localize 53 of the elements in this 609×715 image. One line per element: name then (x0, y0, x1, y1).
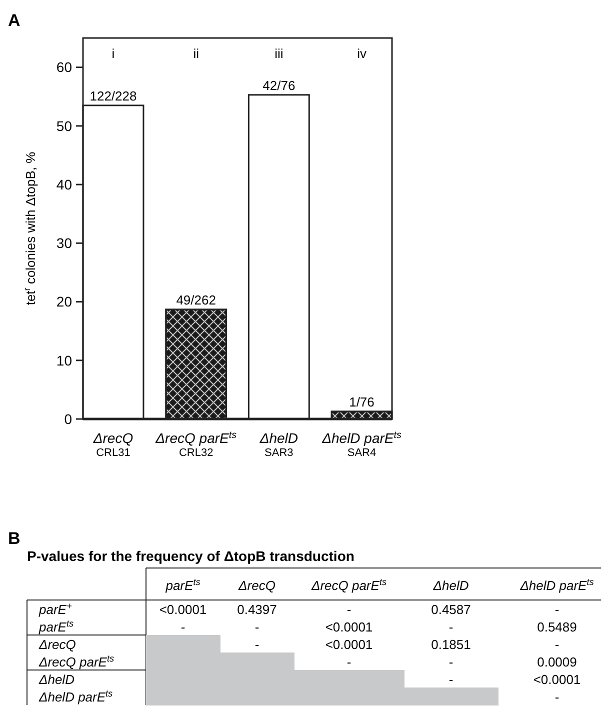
text: A (8, 11, 20, 30)
category-label: ΔrecQ (238, 578, 276, 593)
data-label: 42/76 (262, 78, 296, 93)
y-tick-label: 60 (56, 59, 72, 76)
text: - (448, 620, 454, 634)
y-tick-label: 20 (56, 294, 72, 310)
text: <0.0001 (159, 602, 207, 617)
annotation: ii (193, 46, 200, 61)
text: - (346, 654, 352, 670)
y-tick-label: 10 (56, 352, 72, 368)
y-tick-label: 30 (56, 235, 72, 252)
text: - (448, 654, 454, 670)
data-label: 1/76 (349, 394, 374, 410)
annotation: iv (357, 46, 367, 61)
text: <0.0001 (325, 637, 373, 652)
category-label: ΔhelD parE$^{ts}$ SAR4 (322, 430, 402, 459)
y-tick-label: 0 (64, 410, 72, 427)
category-label: ΔhelD (39, 672, 74, 687)
text: P-values for the frequency of ΔtopB transduction (27, 548, 354, 564)
annotation: iii (274, 46, 284, 61)
text: <0.0001 (533, 672, 581, 687)
category-label: parE$^{+}$ (39, 601, 72, 617)
text: - (554, 637, 560, 652)
x-tick-label: ΔhelD SAR3 (258, 430, 298, 459)
category-label: parE$^{ts}$ (164, 577, 201, 593)
text: <0.0001 (325, 620, 373, 634)
annotation: i (112, 46, 115, 61)
text: - (448, 672, 454, 687)
text: - (254, 637, 260, 652)
category-label: ΔhelD parE$^{ts}$ (39, 688, 113, 704)
text: 0.4587 (431, 602, 471, 617)
data-label: 122/228 (90, 88, 137, 104)
category-label: parE$^{ts}$ (39, 618, 74, 634)
text: B (8, 529, 20, 548)
text: 0.1851 (431, 637, 471, 652)
text: 0.5489 (537, 620, 577, 634)
text: - (254, 620, 260, 634)
category-label: ΔhelD parE$^{ts}$ (519, 577, 594, 593)
category-label: ΔrecQ (39, 637, 76, 652)
text: - (180, 620, 186, 634)
text: 0.4397 (237, 602, 277, 617)
category-label: ΔrecQ parE$^{ts}$ CRL32 (156, 430, 236, 459)
y-tick-label: 50 (56, 118, 72, 134)
text: 0.0009 (537, 654, 577, 670)
category-label: ΔhelD (432, 578, 469, 593)
category-label: ΔrecQ parE$^{ts}$ (39, 654, 114, 670)
y-tick-label: 40 (56, 176, 72, 192)
data-label: 49/262 (176, 292, 216, 308)
x-tick-label: ΔrecQ CRL31 (92, 430, 134, 459)
text: - (554, 690, 560, 704)
text: - (346, 602, 352, 617)
category-label: ΔrecQ parE$^{ts}$ (310, 577, 387, 593)
text: - (554, 602, 560, 617)
